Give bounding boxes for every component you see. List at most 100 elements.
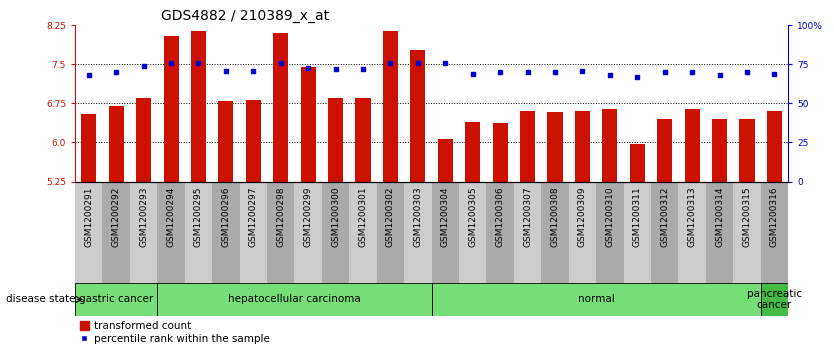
Text: normal: normal	[578, 294, 615, 305]
Bar	[459, 182, 486, 283]
Point	[631, 74, 644, 80]
Bar	[685, 109, 700, 363]
Point	[109, 69, 123, 75]
Bar	[733, 182, 761, 283]
Point	[768, 71, 781, 77]
Text: GSM1200299: GSM1200299	[304, 187, 313, 247]
Bar	[761, 182, 788, 283]
Bar	[300, 67, 316, 363]
Point	[82, 73, 95, 78]
Text: GSM1200301: GSM1200301	[359, 187, 368, 247]
Text: GDS4882 / 210389_x_at: GDS4882 / 210389_x_at	[161, 9, 329, 23]
Text: GSM1200308: GSM1200308	[550, 187, 560, 247]
Text: gastric cancer: gastric cancer	[79, 294, 153, 305]
Point	[164, 60, 178, 66]
Point	[247, 68, 260, 74]
Point	[274, 60, 288, 66]
Bar	[130, 182, 158, 283]
Bar	[602, 109, 617, 363]
Text: hepatocellular carcinoma: hepatocellular carcinoma	[228, 294, 361, 305]
Bar	[432, 283, 761, 316]
Point	[494, 69, 507, 75]
Bar	[520, 111, 535, 363]
Text: GSM1200307: GSM1200307	[523, 187, 532, 247]
Bar	[547, 112, 563, 363]
Bar	[651, 182, 678, 283]
Bar	[322, 182, 349, 283]
Bar	[81, 114, 96, 363]
Text: GSM1200311: GSM1200311	[633, 187, 642, 247]
Bar	[404, 182, 432, 283]
Text: GSM1200292: GSM1200292	[112, 187, 121, 247]
Point	[439, 60, 452, 66]
Bar	[185, 182, 212, 283]
Text: GSM1200296: GSM1200296	[221, 187, 230, 247]
Bar	[657, 119, 672, 363]
Bar	[596, 182, 624, 283]
Point	[603, 73, 616, 78]
Text: GSM1200295: GSM1200295	[194, 187, 203, 247]
Text: GSM1200312: GSM1200312	[661, 187, 669, 247]
Bar	[514, 182, 541, 283]
Point	[329, 66, 342, 72]
Bar	[383, 30, 398, 363]
Bar	[761, 283, 788, 316]
Text: disease state: disease state	[6, 294, 75, 305]
Bar	[377, 182, 404, 283]
Bar	[438, 139, 453, 363]
Bar	[103, 182, 130, 283]
Point	[658, 69, 671, 75]
Bar	[541, 182, 569, 283]
Bar	[163, 36, 178, 363]
Text: GSM1200309: GSM1200309	[578, 187, 587, 247]
Bar	[158, 283, 432, 316]
Text: GSM1200313: GSM1200313	[688, 187, 696, 247]
Bar	[740, 119, 755, 363]
Text: GSM1200316: GSM1200316	[770, 187, 779, 247]
Bar	[75, 182, 103, 283]
Bar	[630, 144, 645, 363]
Text: GSM1200305: GSM1200305	[468, 187, 477, 247]
Bar	[246, 100, 261, 363]
Bar	[212, 182, 239, 283]
Bar	[75, 283, 158, 316]
Text: GSM1200302: GSM1200302	[386, 187, 395, 247]
Text: pancreatic
cancer: pancreatic cancer	[747, 289, 802, 310]
Text: GSM1200293: GSM1200293	[139, 187, 148, 247]
Point	[384, 60, 397, 66]
Text: GSM1200300: GSM1200300	[331, 187, 340, 247]
Point	[302, 65, 315, 70]
Bar	[575, 111, 590, 363]
Bar	[267, 182, 294, 283]
Text: GSM1200294: GSM1200294	[167, 187, 175, 247]
Text: GSM1200310: GSM1200310	[605, 187, 615, 247]
Bar	[678, 182, 706, 283]
Point	[466, 71, 480, 77]
Bar	[465, 122, 480, 363]
Bar	[712, 119, 727, 363]
Text: GSM1200315: GSM1200315	[742, 187, 751, 247]
Text: GSM1200297: GSM1200297	[249, 187, 258, 247]
Bar	[432, 182, 459, 283]
Bar	[569, 182, 596, 283]
Text: GSM1200298: GSM1200298	[276, 187, 285, 247]
Bar	[328, 98, 343, 363]
Point	[548, 69, 561, 75]
Text: GSM1200314: GSM1200314	[715, 187, 724, 247]
Bar	[624, 182, 651, 283]
Text: GSM1200304: GSM1200304	[441, 187, 450, 247]
Bar	[219, 101, 234, 363]
Point	[411, 60, 425, 66]
Bar	[239, 182, 267, 283]
Bar	[108, 106, 123, 363]
Point	[219, 68, 233, 74]
Point	[356, 66, 369, 72]
Point	[686, 69, 699, 75]
Point	[521, 69, 535, 75]
Text: GSM1200306: GSM1200306	[495, 187, 505, 247]
Bar	[349, 182, 377, 283]
Bar	[294, 182, 322, 283]
Bar	[486, 182, 514, 283]
Point	[192, 60, 205, 66]
Bar	[274, 33, 289, 363]
